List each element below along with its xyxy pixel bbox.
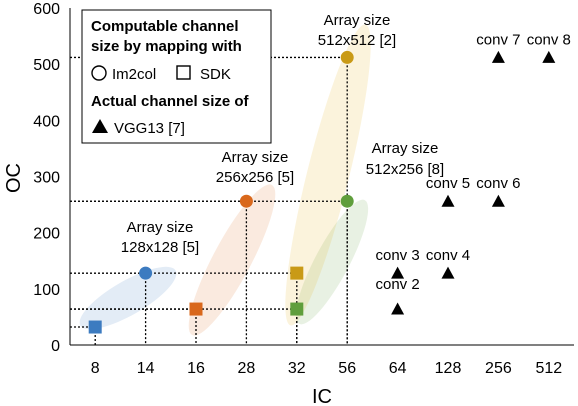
vgg13-point — [441, 194, 455, 207]
vgg13-point — [441, 266, 455, 279]
vgg13-point-label: conv 2 — [375, 276, 419, 293]
x-tick-label: 28 — [238, 360, 256, 377]
triangle-marker-icon — [92, 119, 108, 133]
annotation-line1: Array size — [127, 219, 194, 236]
x-tick-label: 256 — [485, 360, 512, 377]
circle-marker-icon — [91, 65, 107, 81]
x-tick-label: 14 — [137, 360, 155, 377]
annotation-512x512: Array size 512x512 [2] — [318, 12, 396, 49]
y-axis-label: OC — [3, 163, 25, 193]
legend-header: size by mapping with — [91, 38, 242, 55]
annotation-line2: 256x256 [5] — [216, 169, 294, 186]
y-tick-label: 200 — [33, 226, 60, 243]
x-tick-label: 8 — [91, 360, 100, 377]
x-tick-label: 64 — [389, 360, 407, 377]
annotation-line2: 512x512 [2] — [318, 32, 396, 49]
x-tick-labels: 8 14 16 28 32 56 64 128 256 512 — [91, 360, 562, 377]
im2col-point — [239, 194, 253, 208]
legend-sdk-label: SDK — [200, 66, 231, 83]
x-tick-label: 32 — [288, 360, 306, 377]
x-tick-label: 512 — [535, 360, 562, 377]
annotation-256x256: Array size 256x256 [5] — [216, 149, 294, 186]
vgg13-point — [491, 194, 505, 207]
region-256x256 — [188, 184, 276, 336]
vgg13-point-label: conv 7 — [476, 31, 520, 48]
vgg13-point-label: conv 6 — [476, 175, 520, 192]
sdk-point — [290, 266, 304, 280]
guide-lines — [70, 56, 348, 345]
square-marker-icon — [176, 65, 191, 80]
vgg13-point-label: conv 5 — [426, 175, 470, 192]
data-markers: conv 2 conv 3 conv 4 conv 5 conv 6 conv 7 conv… — [88, 31, 571, 334]
legend-vgg-label: VGG13 [7] — [114, 120, 185, 137]
x-tick-label: 56 — [338, 360, 356, 377]
im2col-point — [340, 50, 354, 64]
sdk-point — [189, 302, 203, 316]
y-tick-label: 400 — [33, 113, 60, 130]
legend-im2col-label: Im2col — [112, 66, 156, 83]
vgg13-point-label: conv 3 — [375, 247, 419, 264]
region-512x512 — [285, 24, 371, 326]
annotation-line1: Array size — [324, 12, 391, 29]
annotation-line2: 128x128 [5] — [121, 239, 199, 256]
legend-header: Computable channel — [91, 18, 239, 35]
im2col-point — [340, 194, 354, 208]
y-tick-labels: 0 100 200 300 400 500 600 — [33, 1, 60, 355]
legend: Computable channel size by mapping with … — [81, 9, 272, 144]
y-tick-label: 500 — [33, 57, 60, 74]
y-tick-label: 300 — [33, 170, 60, 187]
annotation-128x128: Array size 128x128 [5] — [121, 219, 199, 256]
x-tick-label: 128 — [435, 360, 462, 377]
region-512x256 — [295, 199, 369, 325]
region-128x128 — [79, 266, 177, 330]
sdk-point — [290, 302, 304, 316]
im2col-point — [139, 266, 153, 280]
annotation-512x256: Array size 512x256 [8] — [366, 140, 444, 178]
legend-actual-header: Actual channel size of — [91, 93, 250, 110]
vgg13-point — [542, 50, 556, 63]
annotation-line1: Array size — [372, 140, 439, 157]
vgg13-point — [391, 266, 405, 279]
vgg13-point — [391, 302, 405, 315]
vgg13-point-label: conv 4 — [426, 247, 470, 264]
mapping-regions — [79, 24, 371, 336]
y-tick-label: 600 — [33, 1, 60, 18]
y-tick-label: 100 — [33, 282, 60, 299]
x-axis-label: IC — [312, 386, 332, 406]
annotation-line1: Array size — [222, 149, 289, 166]
annotation-line2: 512x256 [8] — [366, 161, 444, 178]
vgg13-point-label: conv 8 — [527, 31, 571, 48]
y-tick-label: 0 — [51, 338, 60, 355]
x-tick-label: 16 — [187, 360, 205, 377]
sdk-point — [88, 320, 102, 334]
vgg13-point — [491, 50, 505, 63]
